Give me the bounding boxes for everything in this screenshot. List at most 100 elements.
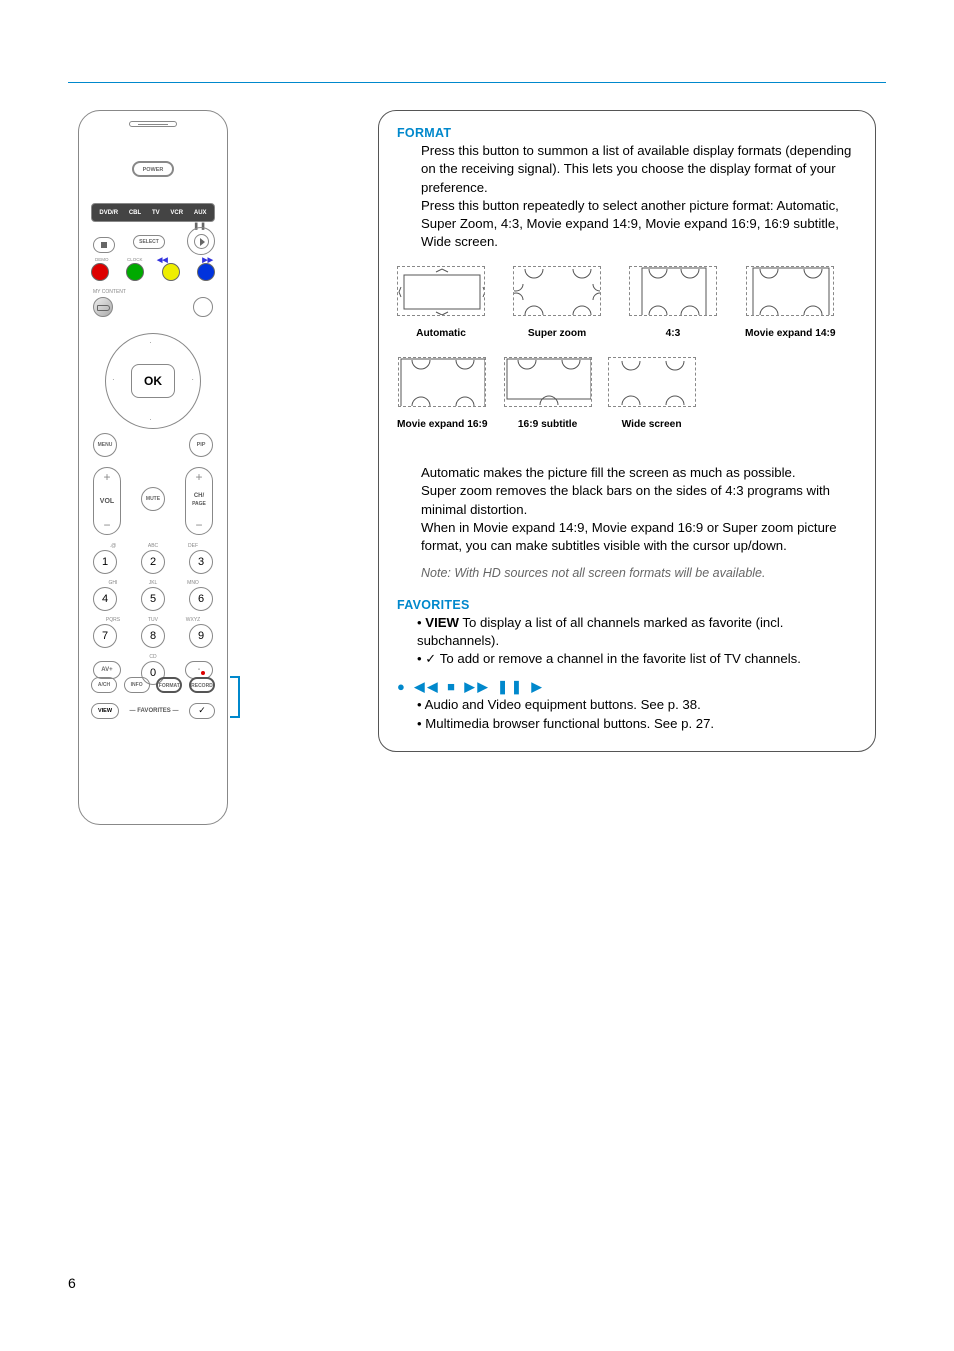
format-note: Note: With HD sources not all screen for… xyxy=(421,565,857,582)
up-arrow-icon[interactable]: · xyxy=(149,338,152,347)
format-p5: When in Movie expand 14:9, Movie expand … xyxy=(421,519,857,555)
format-icon-super-zoom: Super zoom xyxy=(513,266,601,341)
fav-view-label: VIEW xyxy=(425,615,459,630)
format-icon-label: Movie expand 14:9 xyxy=(745,327,836,341)
page-label: PAGE xyxy=(186,501,212,507)
format-p2: Press this button repeatedly to select a… xyxy=(421,197,857,252)
num-8[interactable]: 8 xyxy=(141,624,165,648)
playback-list: Audio and Video equipment buttons. See p… xyxy=(417,696,857,732)
green-button[interactable] xyxy=(126,263,144,281)
favorites-row: VIEW — FAVORITES — ✓ xyxy=(91,703,215,719)
playback-b2: Multimedia browser functional buttons. S… xyxy=(417,715,857,733)
page-number: 6 xyxy=(68,1275,76,1291)
vol-label: VOL xyxy=(94,498,120,505)
clock-label: CLOCK xyxy=(127,257,143,262)
format-icon-wide-screen: Wide screen xyxy=(608,357,696,432)
fav-view-text: To display a list of all channels marked… xyxy=(417,615,783,648)
ir-sensor xyxy=(129,121,177,127)
format-icon-label: Wide screen xyxy=(608,418,696,432)
format-icon-4-3: 4:3 xyxy=(629,266,717,341)
right-arrow-icon[interactable]: · xyxy=(191,375,194,384)
menu-button[interactable]: MENU xyxy=(93,433,117,457)
format-p4: Super zoom removes the black bars on the… xyxy=(421,482,857,518)
format-icons-row2: Movie expand 16:9 16:9 subtitle Wide scr… xyxy=(397,357,857,432)
play-ring xyxy=(187,227,215,255)
mode-dvdr[interactable]: DVD/R xyxy=(99,210,118,216)
format-icon-label: 4:3 xyxy=(629,327,717,341)
vol-minus-icon[interactable]: − xyxy=(94,518,120,532)
vol-plus-icon[interactable]: + xyxy=(94,470,120,484)
blank-button[interactable] xyxy=(193,297,213,317)
num-7[interactable]: 7 xyxy=(93,624,117,648)
volume-rocker[interactable]: + VOL − xyxy=(93,467,121,535)
mode-cbl[interactable]: CBL xyxy=(129,210,141,216)
fav-check-item: ✓ To add or remove a channel in the favo… xyxy=(417,650,857,668)
format-icon-label: 16:9 subtitle xyxy=(504,418,592,432)
format-icon-label: Automatic xyxy=(397,327,485,341)
format-icon-16-9-subtitle: 16:9 subtitle xyxy=(504,357,592,432)
mute-button[interactable]: MUTE xyxy=(141,487,165,511)
nav-ring[interactable]: OK · · · · xyxy=(105,333,201,429)
callout-bracket xyxy=(230,676,240,718)
pip-button[interactable]: PIP xyxy=(189,433,213,457)
fav-check-text: To add or remove a channel in the favori… xyxy=(436,651,801,666)
playback-b1: Audio and Video equipment buttons. See p… xyxy=(417,696,857,714)
format-icon-label: Movie expand 16:9 xyxy=(397,418,488,432)
num-3[interactable]: 3 xyxy=(189,550,213,574)
num-9[interactable]: 9 xyxy=(189,624,213,648)
num-1[interactable]: 1 xyxy=(93,550,117,574)
ach-button[interactable]: A/CH xyxy=(91,677,117,693)
favorites-title: FAVORITES xyxy=(397,597,857,614)
mode-aux[interactable]: AUX xyxy=(194,210,207,216)
view-button[interactable]: VIEW xyxy=(91,703,119,719)
format-title: FORMAT xyxy=(397,125,857,142)
record-button[interactable]: RECORD xyxy=(189,677,215,693)
channel-rocker[interactable]: + CH/ PAGE − xyxy=(185,467,213,535)
favorite-check-button[interactable]: ✓ xyxy=(189,703,215,719)
ch-label: CH/ xyxy=(186,493,212,499)
select-button[interactable]: SELECT xyxy=(133,235,165,249)
bottom-row: A/CH INFO FORMAT RECORD xyxy=(91,677,215,693)
red-button[interactable] xyxy=(91,263,109,281)
num-4[interactable]: 4 xyxy=(93,587,117,611)
down-arrow-icon[interactable]: · xyxy=(149,415,152,424)
favorites-list: VIEW To display a list of all channels m… xyxy=(417,614,857,669)
format-icon-movie-expand-14-9: Movie expand 14:9 xyxy=(745,266,836,341)
play-button[interactable] xyxy=(194,234,209,249)
remote-body: POWER DVD/R CBL TV VCR AUX ❚❚ SELECT DEM… xyxy=(78,110,228,825)
power-button[interactable]: POWER xyxy=(132,161,174,177)
color-buttons xyxy=(91,263,215,281)
format-icon-label: Super zoom xyxy=(513,327,601,341)
yellow-button[interactable] xyxy=(162,263,180,281)
format-button[interactable]: FORMAT xyxy=(156,677,182,693)
format-p3: Automatic makes the picture fill the scr… xyxy=(421,464,857,482)
format-icon-automatic: Automatic xyxy=(397,266,485,341)
format-icons-row1: Automatic Super zoom 4:3 Movie expand 14… xyxy=(397,266,857,341)
stop-button[interactable] xyxy=(93,237,115,253)
format-p1: Press this button to summon a list of av… xyxy=(421,142,857,197)
mode-vcr[interactable]: VCR xyxy=(170,210,183,216)
info-button[interactable]: INFO xyxy=(124,677,150,693)
record-dot-icon xyxy=(201,671,205,675)
remote-control: POWER DVD/R CBL TV VCR AUX ❚❚ SELECT DEM… xyxy=(78,110,228,828)
demo-label: DEMO xyxy=(95,257,109,262)
mode-bar[interactable]: DVD/R CBL TV VCR AUX xyxy=(91,203,215,222)
left-arrow-icon[interactable]: · xyxy=(112,375,115,384)
content-box: FORMAT Press this button to summon a lis… xyxy=(378,110,876,752)
blue-button[interactable] xyxy=(197,263,215,281)
check-icon: ✓ xyxy=(425,651,436,666)
num-5[interactable]: 5 xyxy=(141,587,165,611)
mode-tv[interactable]: TV xyxy=(152,210,160,216)
fav-view-item: VIEW To display a list of all channels m… xyxy=(417,614,857,650)
num-2[interactable]: 2 xyxy=(141,550,165,574)
num-6[interactable]: 6 xyxy=(189,587,213,611)
ok-button[interactable]: OK xyxy=(131,364,175,398)
ch-plus-icon[interactable]: + xyxy=(186,470,212,484)
mycontent-label: MY CONTENT xyxy=(93,289,126,295)
number-pad: .@ABCDEF123GHIJKLMNO456PQRSTUVWXYZ789CDA… xyxy=(93,543,213,691)
ch-minus-icon[interactable]: − xyxy=(186,518,212,532)
top-rule xyxy=(68,82,886,83)
playback-icons-title: ● ◀◀ ■ ▶▶ ❚❚ ▶ xyxy=(397,678,857,696)
mycontent-button[interactable] xyxy=(93,297,113,317)
format-icon-movie-expand-16-9: Movie expand 16:9 xyxy=(397,357,488,432)
